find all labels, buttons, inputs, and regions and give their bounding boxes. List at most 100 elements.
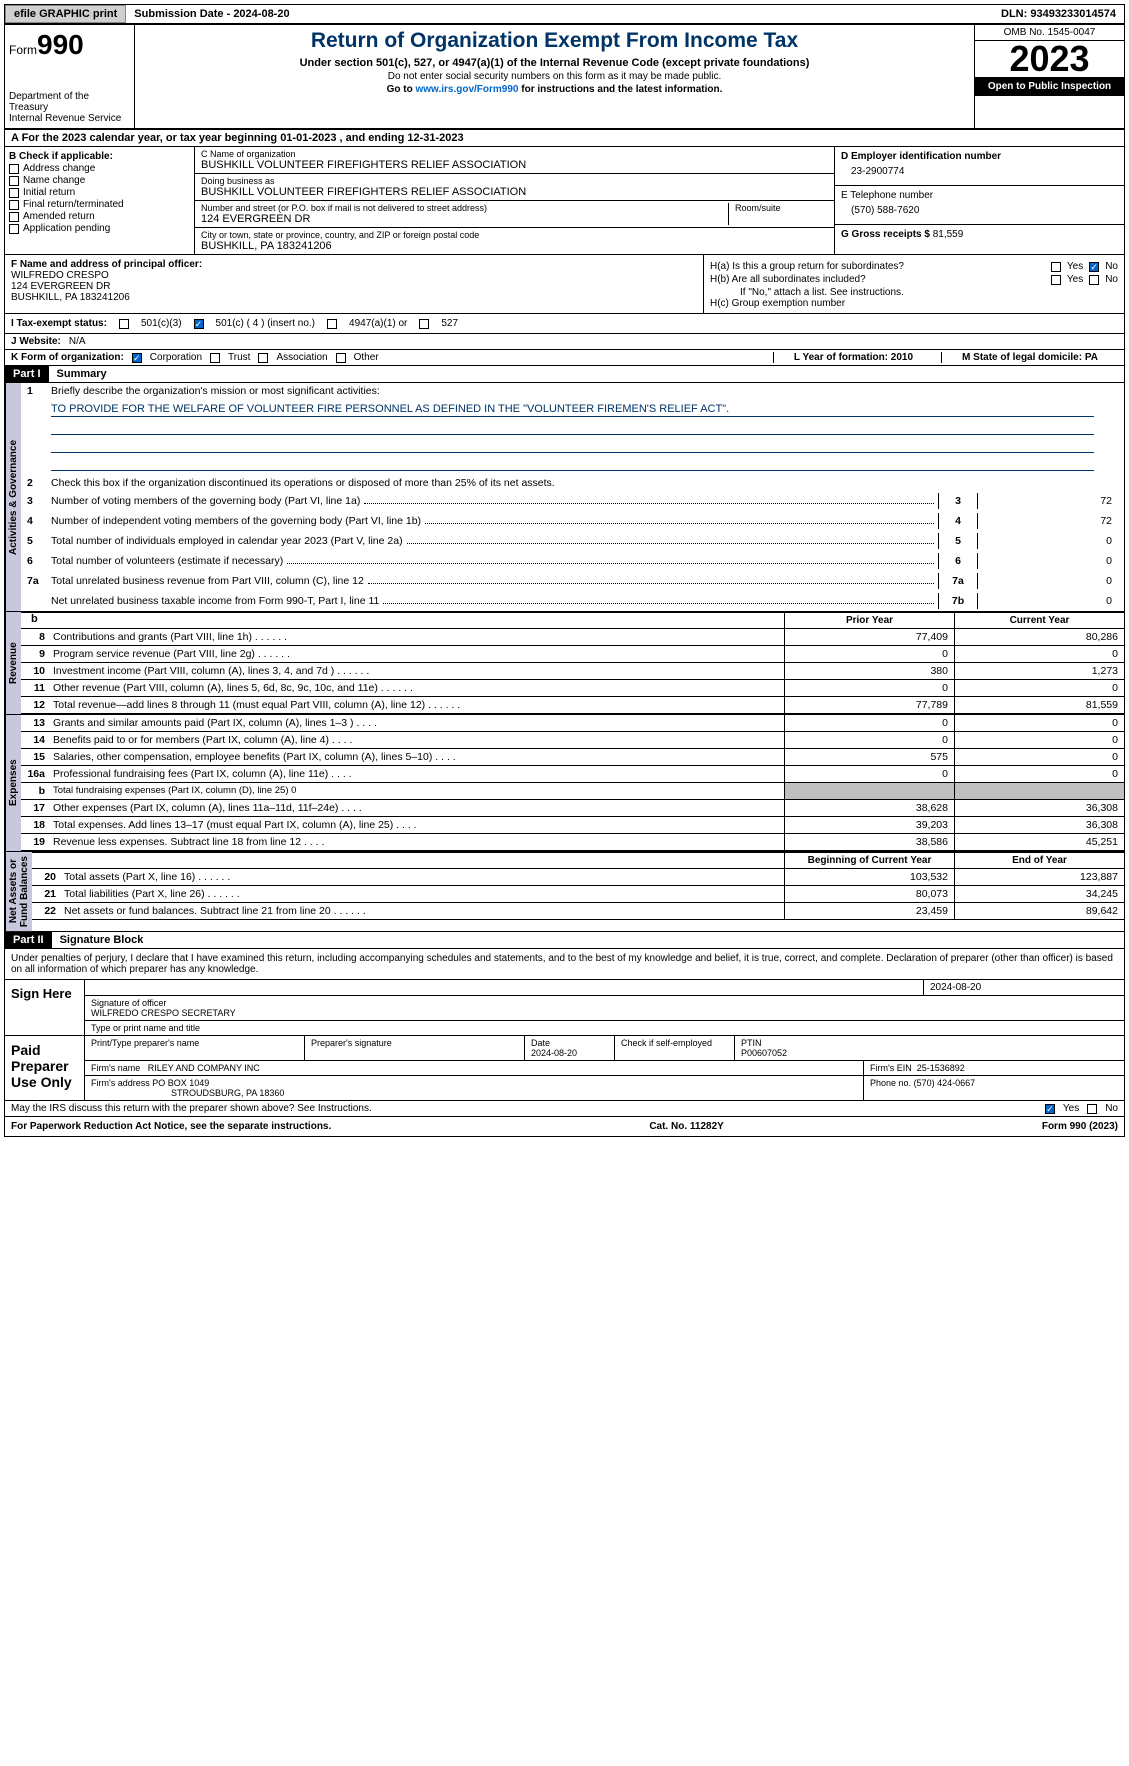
checkbox-501c[interactable] [194, 319, 204, 329]
expenses-section: Expenses 13Grants and similar amounts pa… [5, 715, 1124, 852]
form-title: Return of Organization Exempt From Incom… [139, 29, 970, 53]
dept-treasury: Department of the Treasury Internal Reve… [9, 91, 130, 124]
firm-name: RILEY AND COMPANY INC [148, 1063, 260, 1073]
perjury-declaration: Under penalties of perjury, I declare th… [5, 949, 1124, 980]
form-subtitle-2: Do not enter social security numbers on … [139, 71, 970, 82]
preparer-sig-label: Preparer's signature [305, 1036, 525, 1060]
website-label: J Website: [11, 336, 61, 347]
checkbox-assoc[interactable] [258, 353, 268, 363]
discuss-question: May the IRS discuss this return with the… [11, 1103, 1037, 1114]
vtab-revenue: Revenue [5, 612, 21, 714]
gross-receipts-label: G Gross receipts $ [841, 229, 930, 240]
checkbox-discuss-yes[interactable] [1045, 1104, 1055, 1114]
vtab-governance: Activities & Governance [5, 383, 21, 611]
section-fh: F Name and address of principal officer:… [5, 255, 1124, 314]
form-990-page: efile GRAPHIC print Submission Date - 20… [4, 4, 1125, 1137]
footer-left: For Paperwork Reduction Act Notice, see … [11, 1121, 331, 1132]
section-a-tax-year: A For the 2023 calendar year, or tax yea… [5, 130, 1124, 147]
checkbox-hb-yes[interactable] [1051, 275, 1061, 285]
paid-preparer-label: Paid Preparer Use Only [5, 1036, 85, 1100]
checkbox-ha-no[interactable] [1089, 262, 1099, 272]
box-klm: K Form of organization: Corporation Trus… [5, 350, 1124, 366]
checkbox-501c3[interactable] [119, 319, 129, 329]
part-2-badge: Part II [5, 932, 52, 948]
vtab-expenses: Expenses [5, 715, 21, 851]
firm-ein: 25-1536892 [917, 1063, 965, 1073]
footer-form: Form 990 (2023) [1042, 1121, 1118, 1132]
info-grid: B Check if applicable: Address change Na… [5, 147, 1124, 255]
sig-officer-label: Signature of officer [91, 998, 166, 1008]
form-link-line: Go to www.irs.gov/Form990 for instructio… [139, 84, 970, 95]
submission-date: Submission Date - 2024-08-20 [126, 6, 297, 22]
state-domicile: M State of legal domicile: PA [941, 352, 1118, 363]
officer-addr2: BUSHKILL, PA 183241206 [11, 292, 697, 303]
checkbox-discuss-no[interactable] [1087, 1104, 1097, 1114]
phone-label: E Telephone number [841, 190, 1118, 201]
part-1-header: Part I Summary [5, 366, 1124, 383]
footer-cat: Cat. No. 11282Y [649, 1121, 723, 1132]
form-number: Form990 [9, 29, 130, 61]
box-j-website: J Website: N/A [5, 334, 1124, 350]
preparer-date: 2024-08-20 [531, 1048, 577, 1058]
line-2-discontinued: Check this box if the organization disco… [51, 477, 1118, 489]
h-b-note: If "No," attach a list. See instructions… [710, 287, 1118, 298]
checkbox-4947[interactable] [327, 319, 337, 329]
checkbox-corp[interactable] [132, 353, 142, 363]
open-inspection: Open to Public Inspection [975, 77, 1124, 96]
checkbox-initial-return[interactable] [9, 188, 19, 198]
part-2-header: Part II Signature Block [5, 932, 1124, 949]
sign-here-row: Sign Here 2024-08-20 Signature of office… [5, 980, 1124, 1036]
mission-text: TO PROVIDE FOR THE WELFARE OF VOLUNTEER … [51, 403, 1094, 417]
firm-addr1: PO BOX 1049 [152, 1078, 209, 1088]
box-i-tax-status: I Tax-exempt status: 501(c)(3) 501(c) ( … [5, 314, 1124, 334]
officer-label: F Name and address of principal officer: [11, 259, 697, 270]
form-header: Form990 Department of the Treasury Inter… [5, 25, 1124, 130]
checkbox-app-pending[interactable] [9, 224, 19, 234]
dba-name: BUSHKILL VOLUNTEER FIREFIGHTERS RELIEF A… [201, 186, 828, 198]
box-b-header: B Check if applicable: [9, 151, 190, 162]
checkbox-527[interactable] [419, 319, 429, 329]
gross-receipts-value: 81,559 [933, 229, 964, 240]
officer-signature: WILFREDO CRESPO SECRETARY [91, 1008, 236, 1018]
efile-print-button[interactable]: efile GRAPHIC print [5, 5, 126, 23]
checkbox-other[interactable] [336, 353, 346, 363]
sign-date: 2024-08-20 [924, 980, 1124, 995]
firm-addr2: STROUDSBURG, PA 18360 [91, 1088, 284, 1098]
room-label: Room/suite [735, 203, 828, 213]
org-name: BUSHKILL VOLUNTEER FIREFIGHTERS RELIEF A… [201, 159, 828, 171]
checkbox-amended[interactable] [9, 212, 19, 222]
part-1-title: Summary [49, 366, 115, 382]
city-state-zip: BUSHKILL, PA 183241206 [201, 240, 828, 252]
col-prior-year: Prior Year [784, 613, 954, 628]
checkbox-trust[interactable] [210, 353, 220, 363]
year-formation: L Year of formation: 2010 [773, 352, 933, 363]
form-org-label: K Form of organization: [11, 352, 124, 363]
irs-link[interactable]: www.irs.gov/Form990 [415, 84, 518, 95]
h-a-label: H(a) Is this a group return for subordin… [710, 261, 1045, 272]
addr-label: Number and street (or P.O. box if mail i… [201, 203, 728, 213]
checkbox-address-change[interactable] [9, 164, 19, 174]
mission-label: Briefly describe the organization's miss… [51, 385, 1118, 397]
box-h: H(a) Is this a group return for subordin… [704, 255, 1124, 313]
form-subtitle-1: Under section 501(c), 527, or 4947(a)(1)… [139, 57, 970, 69]
ein-value: 23-2900774 [841, 162, 1118, 181]
tax-year: 2023 [975, 41, 1124, 77]
tax-status-label: I Tax-exempt status: [11, 318, 107, 329]
dln-number: DLN: 93493233014574 [993, 6, 1124, 22]
box-de: D Employer identification number23-29007… [834, 147, 1124, 254]
part-2-title: Signature Block [52, 932, 152, 948]
revenue-section: Revenue bPrior YearCurrent Year 8Contrib… [5, 612, 1124, 715]
checkbox-name-change[interactable] [9, 176, 19, 186]
checkbox-hb-no[interactable] [1089, 275, 1099, 285]
netassets-section: Net Assets or Fund Balances Beginning of… [5, 852, 1124, 932]
officer-name: WILFREDO CRESPO [11, 270, 697, 281]
firm-phone: (570) 424-0667 [914, 1078, 976, 1088]
box-f: F Name and address of principal officer:… [5, 255, 704, 313]
org-name-label: C Name of organization [201, 149, 828, 159]
governance-section: Activities & Governance 1Briefly describ… [5, 383, 1124, 612]
col-end-year: End of Year [954, 853, 1124, 868]
box-b: B Check if applicable: Address change Na… [5, 147, 195, 254]
checkbox-final-return[interactable] [9, 200, 19, 210]
city-label: City or town, state or province, country… [201, 230, 828, 240]
checkbox-ha-yes[interactable] [1051, 262, 1061, 272]
